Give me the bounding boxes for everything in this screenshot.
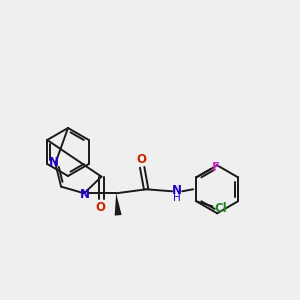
Text: H: H	[173, 193, 181, 203]
Text: N: N	[172, 184, 182, 197]
Text: Cl: Cl	[214, 202, 227, 215]
Text: N: N	[49, 156, 59, 169]
Text: O: O	[136, 153, 146, 166]
Polygon shape	[115, 193, 122, 216]
Text: F: F	[212, 161, 220, 174]
Text: O: O	[95, 201, 106, 214]
Text: N: N	[80, 188, 90, 201]
